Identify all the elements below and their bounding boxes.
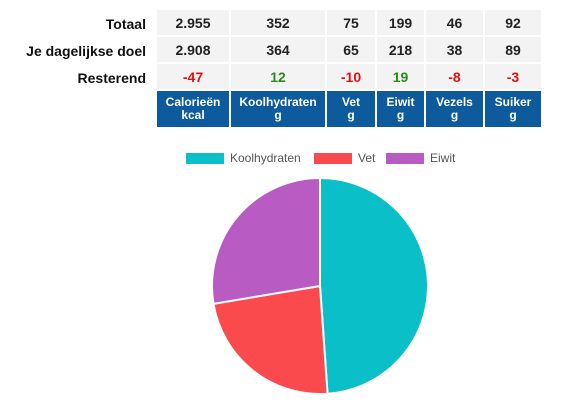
row-resterend: Resterend -47 12 -10 19 -8 -3 (0, 64, 543, 91)
cell-resterend-eiwit: 19 (377, 64, 426, 91)
pie-slices (211, 176, 429, 395)
cell-totaal-koolhydraten: 352 (231, 10, 327, 37)
legend-swatch-koolhydraten (186, 152, 224, 164)
legend-label-koolhydraten: Koolhydraten (230, 151, 301, 165)
column-unit: g (450, 108, 459, 122)
row-label-totaal: Totaal (105, 15, 146, 32)
row-doel: Je dagelijkse doel 2.908 364 65 218 38 8… (0, 37, 543, 64)
column-name: Calorieën (165, 95, 221, 109)
nutrition-summary: Totaal 2.955 352 75 199 46 92 Je dagelij… (0, 10, 543, 127)
column-name: Koolhydraten (239, 95, 317, 109)
column-header-suiker: Suiker g (485, 91, 543, 127)
row-totaal: Totaal 2.955 352 75 199 46 92 (0, 10, 543, 37)
legend-label-eiwit: Eiwit (430, 151, 456, 165)
cell-totaal-suiker: 92 (485, 10, 543, 37)
column-unit: g (347, 108, 355, 122)
column-unit: g (509, 108, 517, 122)
cell-doel-eiwit: 218 (377, 37, 426, 64)
column-name: Eiwit (386, 95, 415, 109)
cell-resterend-calorieen: -47 (157, 64, 231, 91)
cell-resterend-suiker: -3 (485, 64, 543, 91)
cell-totaal-eiwit: 199 (377, 10, 426, 37)
cell-resterend-vet: -10 (327, 64, 377, 91)
column-name: Vet (341, 95, 360, 109)
column-header-row: Calorieën kcal Koolhydraten g Vet g Eiwit g … (0, 91, 543, 127)
column-name: Vezels (436, 95, 473, 109)
column-unit: g (274, 108, 282, 122)
cell-doel-koolhydraten: 364 (231, 37, 327, 64)
cell-resterend-koolhydraten: 12 (231, 64, 327, 91)
row-label-doel: Je dagelijkse doel (26, 42, 146, 59)
nutrition-table: Totaal 2.955 352 75 199 46 92 Je dagelij… (0, 10, 543, 127)
legend-label-vet: Vet (358, 151, 376, 165)
column-header-vet: Vet g (327, 91, 377, 127)
pie-slice-vet[interactable] (212, 284, 329, 395)
legend-swatch-eiwit (386, 152, 424, 164)
cell-totaal-vezels: 46 (426, 10, 485, 37)
legend-item-vet[interactable]: Vet (314, 151, 375, 165)
legend-swatch-vet (314, 152, 352, 164)
row-label-resterend: Resterend (77, 69, 146, 86)
pie-slice-koolhydraten[interactable] (319, 176, 429, 395)
cell-doel-suiker: 89 (485, 37, 543, 64)
cell-resterend-vezels: -8 (426, 64, 485, 91)
column-header-calorieen: Calorieën kcal (157, 91, 231, 127)
pie-slice-eiwit[interactable] (211, 176, 321, 305)
cell-totaal-vet: 75 (327, 10, 377, 37)
column-header-vezels: Vezels g (426, 91, 485, 127)
legend-item-koolhydraten[interactable]: Koolhydraten (186, 151, 301, 165)
cell-doel-vezels: 38 (426, 37, 485, 64)
column-unit: g (396, 108, 405, 122)
column-name: Suiker (494, 95, 532, 109)
cell-doel-vet: 65 (327, 37, 377, 64)
cell-totaal-calorieen: 2.955 (157, 10, 231, 37)
legend-item-eiwit[interactable]: Eiwit (386, 151, 455, 165)
cell-doel-calorieen: 2.908 (157, 37, 231, 64)
column-unit: kcal (181, 108, 205, 122)
column-header-koolhydraten: Koolhydraten g (231, 91, 327, 127)
column-header-eiwit: Eiwit g (377, 91, 426, 127)
